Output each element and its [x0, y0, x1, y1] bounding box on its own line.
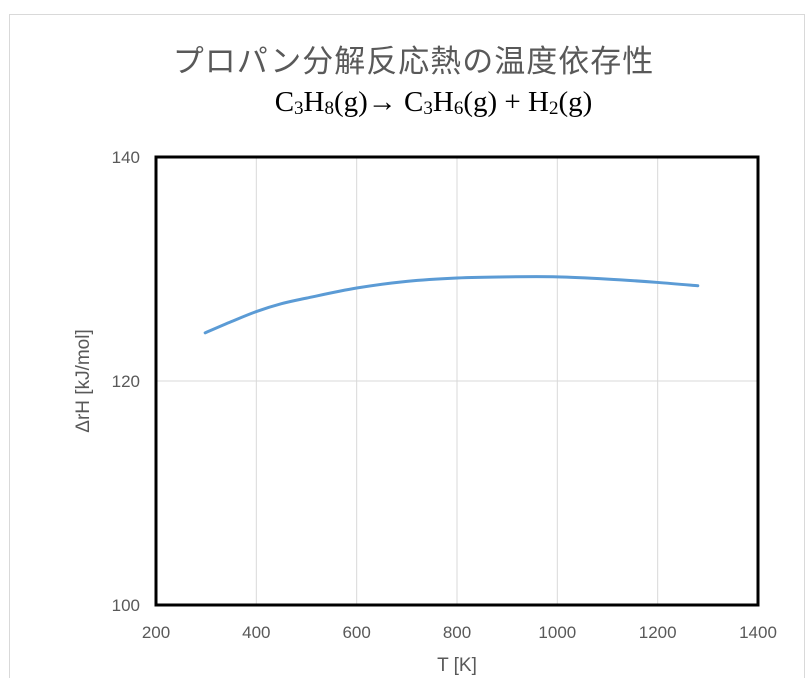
subtitle-part: (g): [558, 86, 593, 118]
gridlines: [155, 156, 759, 606]
plot-area-border: [154, 155, 760, 607]
x-axis-label: T [K]: [437, 655, 477, 676]
x-tick-label: 1000: [538, 623, 576, 642]
subtitle-part: 2: [548, 98, 559, 119]
subtitle-part: 3: [294, 98, 304, 119]
chart-title: プロパン分解反応熱の温度依存性: [172, 44, 655, 80]
y-tick-label: 100: [112, 596, 140, 615]
y-tick-label: 120: [112, 372, 140, 391]
subtitle-part: 3: [423, 98, 433, 119]
chart-subtitle: C3H8(g)→ C3H6(g) + H2(g): [0, 86, 807, 120]
subtitle-part: H: [303, 86, 325, 118]
x-tick-label: 600: [342, 623, 370, 642]
x-tick-label: 1200: [639, 623, 677, 642]
subtitle-part: (g)→ C: [333, 86, 424, 118]
x-tick-label: 800: [443, 623, 471, 642]
chart-frame: [9, 14, 805, 678]
y-axis-label: ΔrH [kJ/mol]: [73, 329, 94, 432]
subtitle-part: C: [274, 86, 295, 118]
x-tick-label: 1400: [739, 623, 777, 642]
subtitle-part: 6: [453, 98, 464, 119]
x-tick-label: 200: [142, 623, 170, 642]
x-tick-label: 400: [242, 623, 270, 642]
subtitle-part: H: [432, 86, 454, 118]
y-tick-label: 140: [112, 148, 140, 167]
x-tick-labels: 200 400 600 800 1000 1200 1400: [142, 623, 777, 642]
y-tick-labels: 100 120 140: [112, 148, 140, 615]
series-line: [203, 275, 700, 335]
subtitle-part: (g) + H: [463, 86, 549, 118]
series-group: [203, 275, 700, 335]
subtitle-part: 8: [324, 98, 334, 119]
